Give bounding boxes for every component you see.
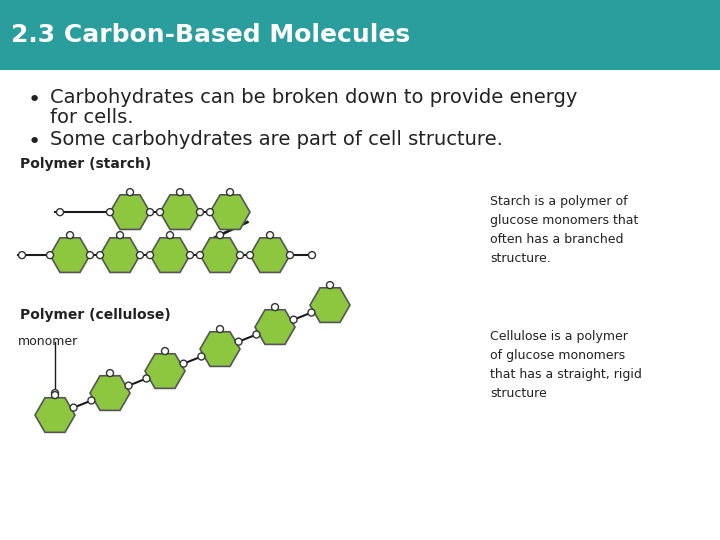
Circle shape: [207, 208, 214, 215]
Circle shape: [127, 188, 133, 195]
Text: Starch is a polymer of
glucose monomers that
often has a branched
structure.: Starch is a polymer of glucose monomers …: [490, 195, 639, 265]
Circle shape: [56, 208, 63, 215]
Circle shape: [137, 252, 143, 259]
Text: •: •: [28, 132, 41, 152]
Polygon shape: [200, 332, 240, 367]
Circle shape: [186, 252, 194, 259]
Text: Carbohydrates can be broken down to provide energy: Carbohydrates can be broken down to prov…: [50, 88, 577, 107]
Text: Cellulose is a polymer
of glucose monomers
that has a straight, rigid
structure: Cellulose is a polymer of glucose monome…: [490, 330, 642, 400]
Circle shape: [227, 188, 233, 195]
Circle shape: [235, 338, 242, 345]
Circle shape: [107, 208, 114, 215]
Text: 2.3 Carbon-Based Molecules: 2.3 Carbon-Based Molecules: [11, 23, 410, 47]
Circle shape: [156, 208, 163, 215]
Circle shape: [266, 232, 274, 239]
Circle shape: [197, 252, 204, 259]
Circle shape: [253, 331, 260, 338]
Circle shape: [96, 252, 104, 259]
Polygon shape: [150, 238, 190, 273]
Circle shape: [19, 252, 25, 259]
Text: for cells.: for cells.: [50, 108, 133, 127]
Polygon shape: [210, 195, 250, 230]
Circle shape: [125, 382, 132, 389]
Circle shape: [143, 375, 150, 382]
Circle shape: [66, 232, 73, 239]
Polygon shape: [90, 376, 130, 410]
Circle shape: [166, 232, 174, 239]
Polygon shape: [50, 238, 90, 273]
Circle shape: [52, 392, 58, 399]
Circle shape: [176, 188, 184, 195]
Polygon shape: [255, 310, 295, 345]
Circle shape: [70, 404, 77, 411]
Polygon shape: [250, 238, 290, 273]
Circle shape: [146, 252, 153, 259]
Circle shape: [198, 353, 205, 360]
Circle shape: [326, 282, 333, 288]
Polygon shape: [310, 288, 350, 322]
Circle shape: [246, 252, 253, 259]
Circle shape: [217, 232, 223, 239]
Polygon shape: [145, 354, 185, 388]
Text: Polymer (starch): Polymer (starch): [20, 157, 151, 171]
Circle shape: [290, 316, 297, 323]
Circle shape: [308, 252, 315, 259]
Circle shape: [217, 326, 223, 333]
Polygon shape: [100, 238, 140, 273]
Text: •: •: [28, 90, 41, 110]
Circle shape: [52, 389, 58, 396]
Circle shape: [287, 252, 294, 259]
Circle shape: [161, 348, 168, 355]
Polygon shape: [110, 195, 150, 230]
Circle shape: [197, 208, 204, 215]
Circle shape: [86, 252, 94, 259]
Text: Some carbohydrates are part of cell structure.: Some carbohydrates are part of cell stru…: [50, 130, 503, 149]
Circle shape: [47, 252, 53, 259]
Circle shape: [180, 360, 187, 367]
Text: monomer: monomer: [18, 335, 78, 348]
Circle shape: [88, 397, 95, 404]
Circle shape: [107, 369, 114, 376]
Text: Polymer (cellulose): Polymer (cellulose): [20, 308, 171, 322]
Circle shape: [117, 232, 124, 239]
Polygon shape: [35, 398, 75, 433]
Circle shape: [146, 208, 153, 215]
Circle shape: [236, 252, 243, 259]
Circle shape: [271, 303, 279, 310]
Polygon shape: [200, 238, 240, 273]
Polygon shape: [160, 195, 200, 230]
Circle shape: [308, 309, 315, 316]
